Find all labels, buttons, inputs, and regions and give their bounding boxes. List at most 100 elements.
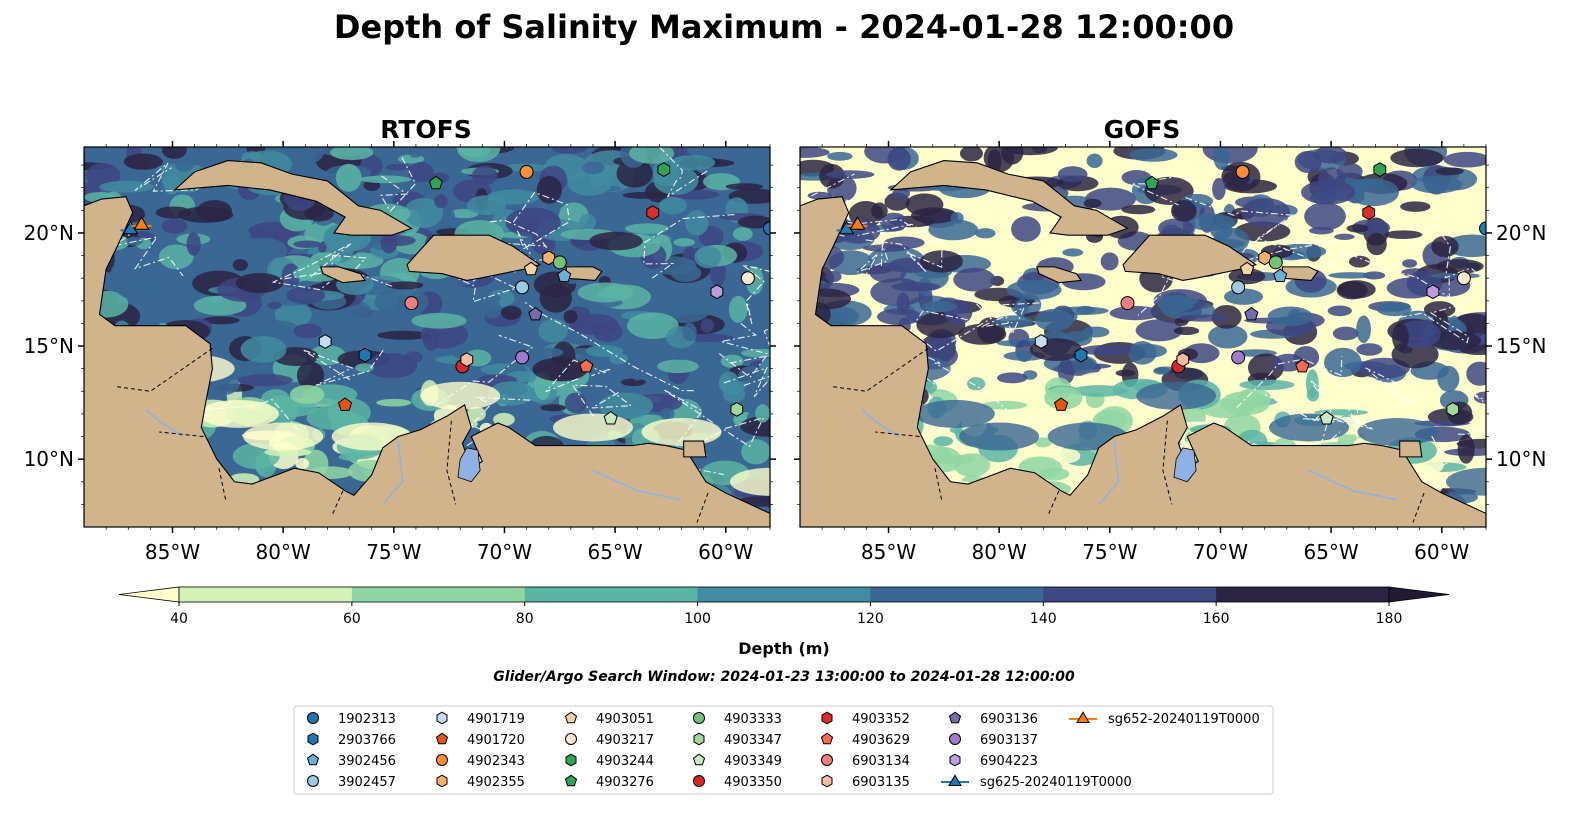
panel-title-gofs: GOFS: [1104, 115, 1181, 144]
lon-tick-label: 60°W: [1414, 540, 1469, 564]
float-marker-4901720: [338, 397, 353, 411]
legend-item: 6904223: [949, 753, 1038, 769]
float-marker-1902313: [763, 221, 770, 236]
legend-item: 1902313: [307, 712, 396, 727]
legend-marker-6903135: [821, 774, 833, 788]
legend-marker-4901720: [435, 732, 449, 745]
legend-item: 4903217: [565, 733, 654, 748]
colorbar-bin: [1043, 587, 1217, 602]
legend-item: 4902355: [436, 774, 525, 790]
legend-label: 4903350: [724, 775, 782, 790]
float-marker-4903051: [1239, 261, 1255, 276]
legend-item: 3902456: [306, 753, 396, 769]
legend-label: 4901719: [467, 712, 525, 727]
legend-marker-1902313: [307, 712, 319, 724]
float-marker-4902343: [1235, 164, 1250, 179]
float-marker-6903136: [528, 306, 543, 321]
lat-tick-label: 10°N: [1496, 447, 1546, 471]
legend-item: 4903347: [693, 732, 782, 748]
colorbar-label: Depth (m): [738, 639, 830, 658]
float-marker-4903629: [1295, 358, 1310, 373]
colorbar-tick-label: 180: [1376, 611, 1403, 627]
float-marker-6904223: [710, 284, 724, 300]
float-marker-2903766: [358, 347, 372, 363]
legend-label: 4903347: [724, 733, 782, 748]
legend-marker-3902456: [306, 753, 320, 766]
legend-label: 6903137: [980, 733, 1038, 748]
legend-item: 4902343: [436, 754, 525, 769]
legend-marker-4903051: [564, 711, 578, 724]
legend-marker-4902343: [436, 754, 448, 766]
lon-tick-label: 75°W: [1082, 540, 1137, 564]
float-marker-4903244: [657, 162, 671, 177]
legend-label: 4903276: [596, 775, 654, 790]
float-marker-sg625-20240119T0000: [122, 220, 139, 235]
lon-tick-label: 60°W: [698, 540, 753, 564]
legend-label: 4903333: [724, 712, 782, 727]
colorbar-tick-label: 60: [343, 611, 361, 627]
legend-item: 4901719: [436, 711, 525, 727]
legend-label: 6903136: [980, 712, 1038, 727]
legend-item: 4901720: [435, 732, 525, 748]
lon-tick-label: 80°W: [972, 540, 1027, 564]
float-marker-4901720: [1054, 397, 1069, 411]
figure-title: Depth of Salinity Maximum - 2024-01-28 1…: [334, 8, 1234, 46]
legend-item: 2903766: [307, 732, 396, 748]
float-marker-4903349: [1319, 410, 1334, 425]
float-marker-6904223: [1426, 284, 1440, 300]
float-marker-4903349: [603, 410, 618, 425]
float-marker-4903347: [730, 402, 744, 417]
legend-item: 6903137: [949, 733, 1038, 748]
colorbar-bin: [524, 587, 699, 602]
legend-item: 3902457: [307, 775, 396, 790]
float-marker-4901719: [1034, 334, 1048, 349]
float-marker-4903217: [1456, 271, 1471, 286]
legend-marker-4903244: [565, 753, 577, 767]
lon-tick-label: 85°W: [145, 540, 200, 564]
legend-marker-4903629: [820, 732, 834, 745]
panel-title-rtofs: RTOFS: [380, 115, 472, 144]
legend-item: 4903350: [693, 775, 782, 790]
float-marker-3902456: [1273, 268, 1288, 282]
lon-tick-label: 70°W: [1193, 540, 1248, 564]
legend-marker-4903333: [693, 712, 705, 724]
legend-marker-4903350: [693, 775, 705, 787]
float-marker-6903136: [1244, 306, 1259, 321]
colorbar-bin: [1216, 587, 1390, 602]
legend-marker-sg625-20240119T0000: [948, 774, 962, 786]
legend-label: 4903349: [724, 754, 782, 769]
float-marker-6903137: [515, 350, 530, 365]
float-marker-4903244: [1373, 162, 1387, 177]
legend-item: 4903276: [564, 774, 654, 790]
lon-tick-label: 85°W: [861, 540, 916, 564]
float-marker-4902343: [519, 164, 534, 179]
legend-marker-4902355: [436, 774, 448, 788]
float-marker-3902456: [557, 268, 572, 282]
legend-label: 4903244: [596, 754, 654, 769]
float-marker-4903333: [1268, 255, 1283, 270]
float-marker-4902355: [542, 250, 556, 266]
float-marker-6903134: [1120, 296, 1135, 311]
legend-marker-6904223: [949, 753, 961, 767]
legend-label: 4903629: [852, 733, 910, 748]
colorbar-bin: [697, 587, 871, 602]
search-window-text: Glider/Argo Search Window: 2024-01-23 13…: [493, 669, 1075, 685]
colorbar-bin: [179, 587, 353, 602]
map-panel-gofs[interactable]: 85°W 80°W 75°W 70°W 65°W 60°W 20°N 15°N 10°N: [777, 134, 1546, 564]
float-marker-6903134: [404, 296, 419, 311]
legend: 1902313 2903766 3902456 3902457 4901719 49017…: [293, 705, 1274, 795]
float-marker-1902313: [1479, 221, 1486, 236]
legend-item: 4903333: [693, 712, 782, 727]
lat-tick-label: 15°N: [1496, 334, 1546, 358]
float-marker-3902457: [1231, 280, 1246, 295]
legend-label: 6903135: [852, 775, 910, 790]
legend-label: 1902313: [338, 712, 396, 727]
float-marker-4903352: [1362, 205, 1376, 220]
map-panel-rtofs[interactable]: 85°W 80°W 75°W 70°W 65°W 60°W 20°N 15°N 10°N: [24, 134, 810, 564]
colorbar-tick-label: 100: [684, 611, 711, 627]
legend-item: 6903136: [948, 711, 1038, 727]
legend-marker-6903137: [949, 733, 961, 745]
legend-marker-4903276: [564, 774, 578, 787]
legend-marker-2903766: [307, 732, 319, 746]
float-marker-4903051: [523, 261, 539, 276]
